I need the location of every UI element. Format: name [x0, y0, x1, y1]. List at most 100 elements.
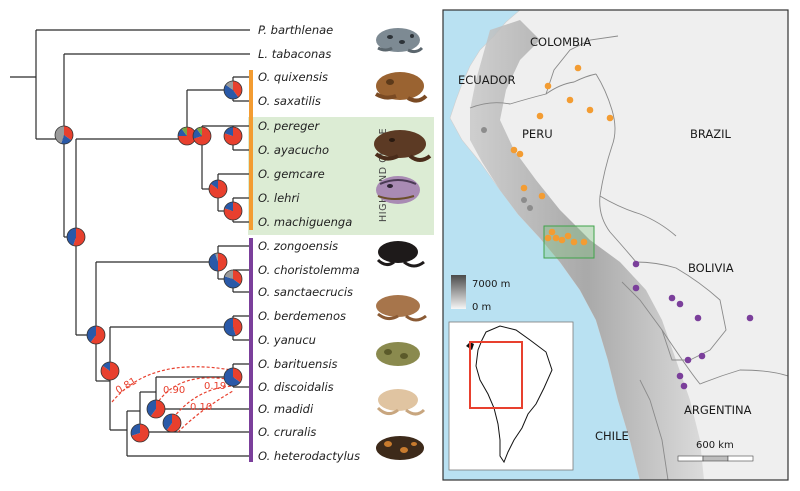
country-label: ARGENTINA	[684, 403, 752, 417]
ancestral-pie	[54, 125, 74, 145]
pie-slice	[166, 414, 181, 432]
frog-photo	[376, 295, 427, 322]
pie-outline	[54, 125, 74, 145]
scale-label: 600 km	[696, 440, 734, 451]
frog-photo	[376, 28, 424, 54]
tip-genus: P.	[258, 23, 267, 37]
pie-outline	[208, 179, 228, 199]
ancestral-pie	[208, 252, 228, 272]
pie-slice	[181, 127, 187, 136]
frog-thumbnails	[374, 28, 432, 460]
pie-slice	[55, 126, 64, 144]
pie-slice	[233, 318, 243, 336]
tip-label: P. barthlenae	[258, 23, 333, 37]
tip-genus: O.	[258, 425, 270, 439]
tip-label: O. quixensis	[258, 70, 328, 84]
country-label: CHILE	[595, 429, 629, 443]
pie-outline	[100, 361, 120, 381]
ancestral-pie	[192, 126, 212, 146]
dashed-arc-090	[155, 377, 234, 406]
pie-slice	[224, 318, 236, 336]
tip-label: O. discoidalis	[258, 380, 334, 394]
dashed-arc-010	[177, 390, 234, 433]
map-panel: COLOMBIA ECUADOR PERU BRAZIL BOLIVIA CHI…	[442, 9, 789, 481]
support-value: 0.19	[204, 381, 226, 392]
frog-photo	[376, 436, 424, 460]
tip-species: pereger	[270, 119, 320, 133]
country-label: COLOMBIA	[530, 35, 591, 49]
tip-genus: O.	[258, 285, 270, 299]
elevation-high-label: 7000 m	[472, 279, 510, 290]
tip-species: quixensis	[270, 70, 328, 84]
map-frame	[442, 9, 789, 481]
frog-photo	[376, 176, 420, 204]
tip-genus: O.	[258, 239, 270, 253]
tip-label: O. heterodactylus	[258, 449, 360, 463]
tip-species: yanucu	[270, 333, 316, 347]
tip-genus: O.	[258, 143, 270, 157]
andes-relief	[470, 20, 704, 480]
pie-slice	[215, 253, 218, 262]
tip-species: discoidalis	[270, 380, 333, 394]
tip-label: O. saxatilis	[258, 94, 321, 108]
tip-species: gemcare	[270, 167, 324, 181]
frog-photo	[376, 342, 420, 366]
dashed-arc-081	[111, 366, 232, 403]
pie-slice	[150, 400, 165, 418]
ancestral-area-pies	[54, 80, 243, 443]
ancestral-pie	[162, 413, 182, 433]
tip-species: cruralis	[270, 425, 316, 439]
support-value: 0.81	[114, 376, 139, 397]
tip-label: O. madidi	[258, 402, 314, 416]
ancestral-pie	[177, 126, 197, 146]
inset-extent-box	[469, 341, 523, 409]
country-label: BRAZIL	[690, 127, 732, 141]
tip-genus: O.	[258, 402, 270, 416]
frog-photo	[374, 72, 428, 103]
country-label: BOLIVIA	[688, 261, 734, 275]
tip-species: zongoensis	[270, 239, 338, 253]
pie-slice	[193, 127, 211, 145]
pie-outline	[223, 269, 243, 289]
tip-species: tabaconas	[268, 47, 331, 61]
tip-label: O. machiguenga	[258, 215, 352, 229]
tip-genus: O.	[258, 215, 270, 229]
frog-photo	[376, 389, 426, 416]
tip-species: saxatilis	[270, 94, 321, 108]
south-range-bar	[249, 238, 253, 462]
country-label: PERU	[522, 127, 553, 141]
support-value: 0.90	[163, 385, 185, 396]
pie-slice	[67, 228, 76, 246]
elevation-ramp	[451, 275, 466, 309]
pie-outline	[86, 325, 106, 345]
ancestral-pie	[223, 201, 243, 221]
tip-genus: O.	[258, 449, 270, 463]
south-localities	[632, 260, 754, 390]
pie-outline	[223, 80, 243, 100]
tip-label: O. zongoensis	[258, 239, 338, 253]
north-range-bar	[249, 70, 253, 230]
tip-label: O. cruralis	[258, 425, 316, 439]
tip-label: O. yanucu	[258, 333, 316, 347]
tip-genus: L.	[258, 47, 268, 61]
pie-slice	[224, 127, 233, 136]
tip-genus: O.	[258, 191, 270, 205]
pie-outline	[162, 413, 182, 433]
pie-outline	[223, 201, 243, 221]
tip-species: heterodactylus	[270, 449, 360, 463]
pie-slice	[223, 84, 239, 100]
tip-label: O. barituensis	[258, 357, 338, 371]
tip-genus: O.	[258, 119, 270, 133]
pie-outline	[223, 126, 243, 146]
tip-genus: O.	[258, 94, 270, 108]
tip-label: O. lehri	[258, 191, 300, 205]
support-value: 0.10	[190, 402, 212, 413]
tip-label: O. pereger	[258, 119, 320, 133]
phylogeny-panel: HIGHLAND CLADE	[10, 23, 434, 463]
pie-outline	[66, 227, 86, 247]
country-label: ECUADOR	[458, 73, 515, 87]
ancestral-pie	[146, 399, 166, 419]
pie-slice	[223, 276, 241, 289]
pie-slice	[209, 253, 218, 271]
